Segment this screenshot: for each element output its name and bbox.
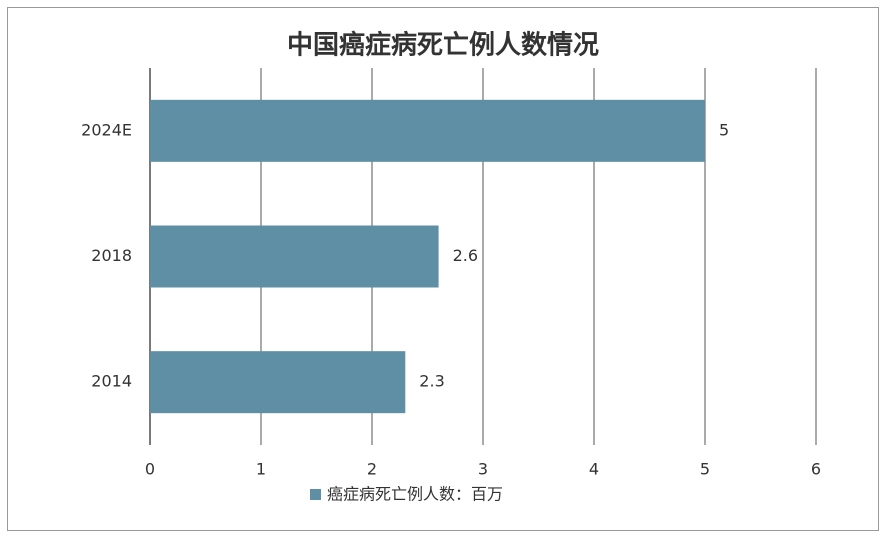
bar [150,99,705,162]
x-tick-label: 4 [589,460,599,479]
value-label: 5 [719,120,729,139]
y-tick-label: 2018 [91,246,132,265]
chart-title: 中国癌症病死亡例人数情况 [287,30,599,61]
legend-swatch [310,489,321,500]
y-tick-label: 2024E [81,120,132,139]
x-tick-label: 5 [700,460,710,479]
y-tick-label: 2014 [91,372,132,391]
legend-label: 癌症病死亡例人数：百万 [327,485,503,504]
x-tick-label: 2 [367,460,377,479]
bar [150,225,439,288]
value-label: 2.3 [419,372,444,391]
x-tick-label: 1 [256,460,266,479]
chart-border [7,7,879,531]
x-tick-label: 3 [478,460,488,479]
x-tick-label: 0 [145,460,155,479]
x-tick-label: 6 [811,460,821,479]
value-label: 2.6 [453,246,478,265]
bar [150,351,406,414]
